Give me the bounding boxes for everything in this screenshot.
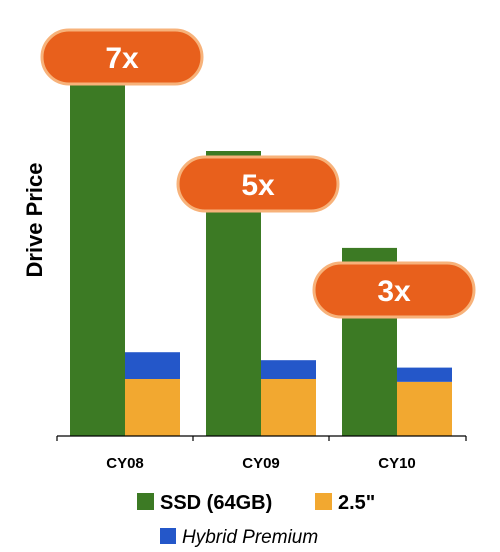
legend-label-ssd: SSD (64GB) (160, 492, 272, 514)
x-tick-label: CY09 (242, 455, 280, 472)
legend-swatch-hdd (315, 493, 332, 510)
legend: SSD (64GB) 2.5" Hybrid Premium (137, 492, 375, 548)
callout-pill-3x (312, 261, 476, 319)
bar-hybrid-cy09 (261, 360, 316, 379)
x-axis (56, 435, 467, 441)
x-tick-label: CY08 (106, 455, 144, 472)
legend-label-hybrid: Hybrid Premium (182, 527, 318, 548)
bar-hdd-cy09 (261, 379, 316, 436)
bar-hybrid-cy10 (397, 367, 452, 382)
callout-pill-7x (40, 28, 204, 86)
legend-swatch-ssd (137, 493, 154, 510)
multiplier-callouts: 7x 5x 3x (40, 28, 476, 319)
bars-layer (70, 37, 452, 436)
legend-swatch-hybrid (160, 528, 176, 544)
callout-label: 7x (105, 42, 139, 75)
x-tick-label: CY10 (378, 455, 416, 472)
bar-hdd-cy10 (397, 381, 452, 436)
y-axis-title: Drive Price (22, 163, 47, 278)
callout-pill-5x (176, 155, 340, 213)
x-tick-labels: CY08 CY09 CY10 (106, 455, 416, 472)
callout-label: 3x (377, 275, 411, 308)
legend-label-hdd: 2.5" (338, 492, 375, 514)
bar-hdd-cy08 (125, 379, 180, 436)
bar-ssd-cy08 (70, 37, 125, 436)
bar-hybrid-cy08 (125, 352, 180, 379)
callout-label: 5x (241, 169, 275, 202)
